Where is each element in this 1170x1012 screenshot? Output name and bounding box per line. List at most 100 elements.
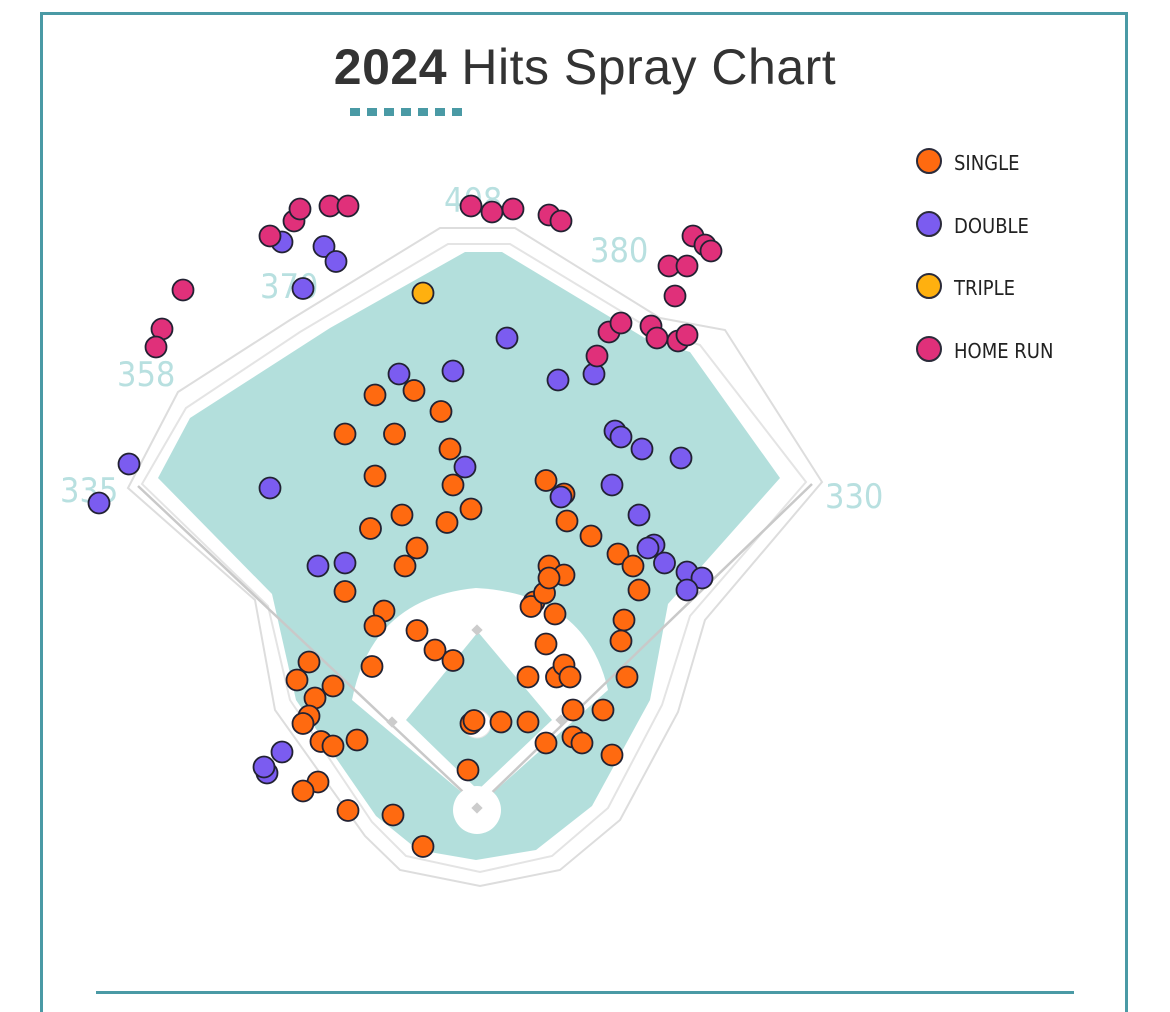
- single-hit-point: [363, 614, 387, 638]
- single-hit-point: [609, 629, 633, 653]
- single-hit-point: [612, 608, 636, 632]
- home-run-hit-point: [675, 323, 699, 347]
- home-run-hit-point: [609, 311, 633, 335]
- single-hit-point: [393, 554, 417, 578]
- double-hit-point: [546, 368, 570, 392]
- single-hit-point: [363, 383, 387, 407]
- double-hit-point: [549, 485, 573, 509]
- single-hit-point: [435, 511, 459, 534]
- double-hit-point: [324, 250, 348, 273]
- home-run-hit-point: [675, 254, 699, 278]
- single-hit-point: [534, 731, 558, 755]
- single-hit-point: [383, 422, 406, 446]
- single-hit-point: [359, 517, 382, 540]
- single-hit-point: [561, 698, 585, 722]
- home-plate: [471, 802, 483, 814]
- home-run-hit-point: [501, 197, 525, 221]
- single-hit-point: [555, 509, 579, 533]
- home-run-marker-icon: [916, 335, 942, 362]
- bottom-rule: [96, 991, 1074, 994]
- single-hit-point: [390, 503, 414, 527]
- double-hit-point: [453, 455, 477, 479]
- single-hit-point: [297, 650, 321, 674]
- home-run-hit-point: [258, 224, 282, 248]
- single-hit-point: [570, 731, 594, 755]
- single-hit-point: [333, 580, 357, 603]
- home-run-hit-point: [663, 284, 687, 308]
- single-hit-point: [360, 655, 384, 678]
- double-hit-point: [669, 446, 693, 470]
- single-hit-point: [438, 437, 462, 461]
- distance-right-line: 330: [825, 477, 883, 517]
- double-hit-point: [630, 437, 654, 461]
- legend-label: SINGLE: [954, 151, 1020, 175]
- second-base: [471, 624, 483, 636]
- title-underline: [350, 108, 462, 116]
- double-hit-point: [387, 362, 411, 386]
- right-foul-line: [477, 483, 813, 807]
- double-hit-point: [441, 359, 465, 383]
- title-year: 2024: [333, 39, 448, 95]
- double-hit-point: [87, 491, 111, 515]
- single-hit-point: [462, 709, 486, 732]
- single-hit-point: [591, 698, 615, 722]
- distance-right-center: 380: [590, 231, 648, 271]
- double-hit-point: [291, 277, 315, 300]
- double-hit-point: [312, 235, 336, 258]
- home-run-hit-point: [549, 209, 573, 233]
- double-hit-point: [117, 452, 141, 476]
- single-hit-point: [285, 668, 309, 692]
- single-hit-point: [291, 779, 315, 803]
- double-hit-point: [258, 476, 282, 500]
- single-hit-point: [489, 710, 513, 734]
- single-hit-point: [627, 578, 651, 602]
- double-hit-point: [627, 503, 651, 527]
- single-hit-point: [321, 734, 345, 758]
- triple-hit-point: [411, 281, 435, 305]
- single-hit-point: [534, 632, 558, 656]
- single-hit-point: [363, 464, 387, 488]
- single-hit-point: [429, 400, 453, 423]
- single-hit-point: [519, 595, 543, 618]
- chart-frame: [40, 12, 1128, 1012]
- single-hit-point: [606, 542, 630, 566]
- triple-marker-icon: [916, 273, 942, 299]
- double-hit-point: [333, 551, 357, 575]
- double-hit-point: [252, 755, 276, 779]
- single-hit-point: [621, 554, 645, 578]
- legend-label: HOME RUN: [954, 338, 1054, 363]
- home-run-hit-point: [585, 344, 609, 368]
- double-hit-point: [636, 536, 660, 560]
- single-hit-point: [600, 743, 624, 767]
- single-hit-point: [534, 469, 558, 492]
- home-run-hit-point: [171, 278, 195, 302]
- legend-label: TRIPLE: [954, 276, 1016, 300]
- single-hit-point: [411, 835, 435, 858]
- double-hit-point: [600, 473, 624, 497]
- double-hit-point: [653, 551, 676, 575]
- single-hit-point: [405, 536, 429, 560]
- distance-left-field: 358: [117, 355, 175, 395]
- single-hit-point: [459, 497, 483, 521]
- double-hit-point: [306, 554, 330, 578]
- single-hit-point: [402, 379, 426, 402]
- chart-title: 2024 Hits Spray Chart: [0, 38, 1170, 96]
- single-hit-point: [516, 665, 540, 689]
- single-hit-point: [291, 712, 315, 735]
- double-hit-point: [609, 425, 633, 449]
- single-marker-icon: [916, 148, 942, 174]
- legend-label: DOUBLE: [954, 213, 1029, 238]
- single-hit-point: [516, 710, 540, 734]
- home-run-hit-point: [699, 239, 723, 263]
- home-run-hit-point: [288, 197, 312, 221]
- single-hit-point: [336, 799, 360, 822]
- single-hit-point: [405, 619, 429, 642]
- single-hit-point: [321, 674, 345, 698]
- home-run-hit-point: [144, 335, 168, 359]
- single-hit-point: [381, 803, 405, 827]
- single-hit-point: [345, 728, 369, 752]
- single-hit-point: [441, 649, 465, 672]
- warning-track: [140, 243, 808, 874]
- single-hit-point: [543, 602, 567, 626]
- first-base: [555, 714, 567, 726]
